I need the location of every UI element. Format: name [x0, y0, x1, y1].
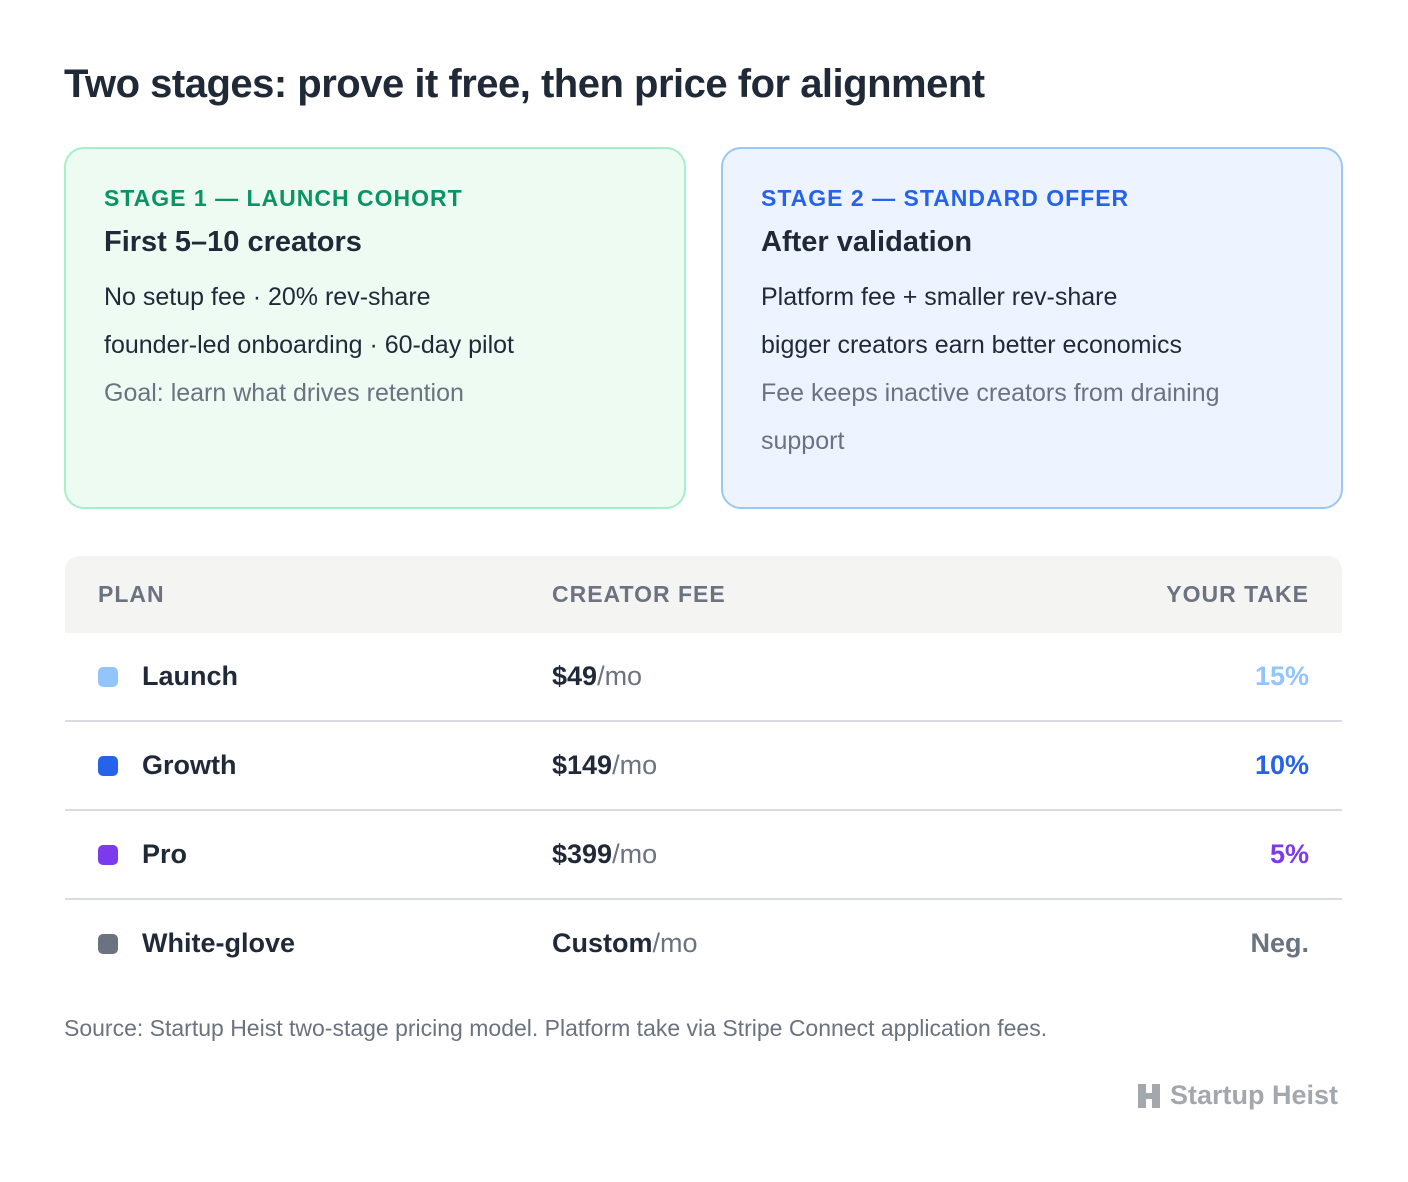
column-header: YOUR TAKE: [1166, 581, 1309, 607]
stage-card: STAGE 2 — STANDARD OFFER After validatio…: [721, 147, 1343, 509]
stage-note: Fee keeps inactive creators from drainin…: [761, 379, 1220, 455]
take-value: 15%: [1254, 661, 1309, 691]
fee-cell: $149/mo: [552, 750, 1052, 781]
column-header: PLAN: [98, 581, 165, 607]
plan-cell: Launch: [65, 661, 552, 692]
table-row: Pro $399/mo 5%: [65, 811, 1342, 900]
fee-unit: /mo: [652, 928, 698, 958]
plan-swatch: [98, 933, 118, 954]
column-header: CREATOR FEE: [552, 581, 726, 607]
plan-swatch: [98, 844, 118, 865]
take-value: 5%: [1269, 839, 1309, 869]
fee-unit: /mo: [612, 839, 658, 869]
stage-line: bigger creators earn better economics: [761, 331, 1183, 359]
plan-cell: Pro: [65, 839, 552, 870]
fee-cell: Custom/mo: [552, 928, 1052, 959]
table-row: Launch $49/mo 15%: [65, 633, 1342, 722]
fee-cell: $49/mo: [552, 661, 1052, 692]
take-cell: Neg.: [1052, 928, 1342, 959]
fee-cell: $399/mo: [552, 839, 1052, 870]
fee-amount: $149: [552, 750, 613, 780]
take-cell: 15%: [1052, 661, 1342, 692]
logo-icon: [1137, 1083, 1160, 1108]
stage-label: STAGE 2 — STANDARD OFFER: [761, 185, 1130, 211]
table-row: White-glove Custom/mo Neg.: [65, 900, 1342, 987]
stage-note: Goal: learn what drives retention: [104, 379, 464, 407]
fee-amount: $399: [552, 839, 613, 869]
stage-line: No setup fee · 20% rev-share: [104, 283, 431, 311]
source-note: Source: Startup Heist two-stage pricing …: [64, 1015, 1048, 1041]
take-value: 10%: [1254, 750, 1309, 780]
fee-unit: /mo: [612, 750, 658, 780]
take-cell: 10%: [1052, 750, 1342, 781]
plan-name: Pro: [142, 839, 188, 869]
fee-amount: $49: [552, 661, 598, 691]
stage-card: STAGE 1 — LAUNCH COHORT First 5–10 creat…: [64, 147, 686, 509]
plan-swatch: [98, 666, 118, 687]
plan-name: Growth: [142, 750, 237, 780]
stage-heading: First 5–10 creators: [104, 226, 362, 258]
stage-line: Platform fee + smaller rev-share: [761, 283, 1118, 311]
pricing-table: PLAN CREATOR FEE YOUR TAKE Launch $49/mo 1…: [65, 556, 1342, 987]
brand-name: Startup Heist: [1169, 1080, 1338, 1110]
fee-unit: /mo: [597, 661, 643, 691]
plan-name: Launch: [142, 661, 239, 691]
stage-label: STAGE 1 — LAUNCH COHORT: [104, 185, 463, 211]
plan-cell: White-glove: [65, 928, 552, 959]
stage-heading: After validation: [761, 226, 973, 258]
plan-swatch: [98, 755, 118, 776]
plan-name: White-glove: [142, 928, 295, 958]
table-row: Growth $149/mo 10%: [65, 722, 1342, 811]
take-cell: 5%: [1052, 839, 1342, 870]
title: Two stages: prove it free, then price fo…: [64, 62, 985, 106]
table-header: PLAN CREATOR FEE YOUR TAKE: [65, 556, 1342, 633]
brand-logo: Startup Heist: [1136, 1080, 1338, 1111]
plan-cell: Growth: [65, 750, 552, 781]
fee-amount: Custom: [552, 928, 653, 958]
stage-line: founder-led onboarding · 60-day pilot: [104, 331, 514, 359]
take-value: Neg.: [1250, 928, 1309, 958]
